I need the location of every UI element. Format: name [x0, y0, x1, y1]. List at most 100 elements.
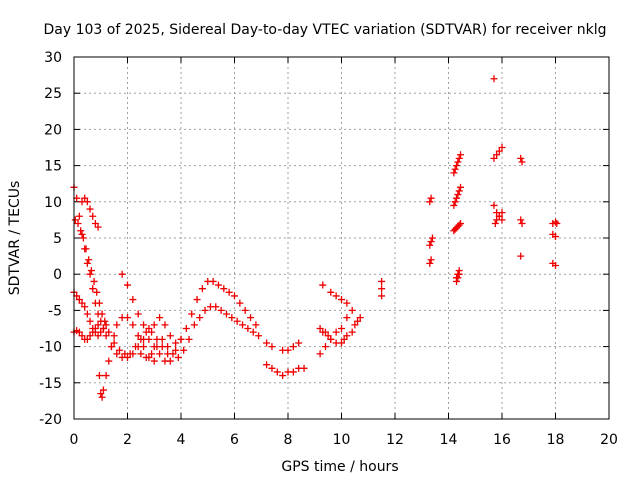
y-tick-label: 0: [53, 267, 62, 283]
data-point-early-drop-A: [172, 346, 180, 354]
data-point-early-drop-A: [86, 270, 94, 278]
x-tick-label: 0: [70, 432, 79, 448]
data-point-loop-and-dip: [124, 314, 131, 322]
data-point-loop-and-dip: [89, 212, 97, 220]
grid-lines: [73, 56, 610, 420]
y-tick-label: 20: [44, 122, 62, 138]
data-points: [70, 75, 561, 401]
data-point-hours-9-to-11: [324, 332, 332, 340]
data-point-arc-upper: [145, 325, 153, 332]
data-point-hours-13-to-14.5: [450, 169, 458, 177]
x-tick-label: 4: [177, 432, 186, 448]
data-point-hours-9-to-11: [332, 328, 340, 336]
data-point-arc-lower: [148, 350, 156, 358]
data-point-loop-and-dip: [98, 393, 106, 401]
data-point-negative-start: [99, 325, 107, 332]
data-point-hours-7-to-9: [279, 372, 287, 380]
data-point-arc-lower: [158, 335, 166, 343]
data-point-hours-15.5-to-18: [495, 147, 503, 155]
data-point-hours-13-to-14.5: [454, 274, 462, 282]
data-point-loop-and-dip: [83, 198, 91, 206]
data-point-hours-13-to-14.5: [426, 241, 434, 249]
data-point-arc-upper: [236, 299, 244, 307]
chart-title: Day 103 of 2025, Sidereal Day-to-day VTE…: [44, 22, 607, 38]
data-point-early-drop-A: [113, 350, 121, 358]
data-point-early-drop-A: [102, 332, 110, 340]
data-point-loop-and-dip: [134, 332, 142, 340]
data-point-hours-13-to-14.5: [455, 187, 463, 195]
data-point-hours-9-to-11: [356, 314, 364, 322]
data-point-hours-9-to-11: [340, 335, 348, 343]
x-axis-label: GPS time / hours: [281, 459, 398, 475]
data-point-hours-9-to-11: [348, 306, 356, 314]
y-tick-label: 15: [44, 159, 62, 175]
data-point-loop-and-dip: [113, 321, 121, 329]
data-point-hours-9-to-11: [338, 339, 345, 347]
data-point-arc-lower: [212, 303, 220, 311]
data-point-hours-15.5-to-18: [517, 216, 525, 224]
data-point-arc-upper: [241, 306, 249, 314]
data-point-arc-lower: [137, 350, 145, 358]
data-point-hours-9-to-11: [332, 292, 340, 300]
data-point-loop-and-dip: [81, 194, 89, 202]
data-point-early-drop-B: [105, 328, 113, 336]
data-point-hours-13-to-14.5: [451, 165, 459, 173]
x-axis-tick-labels: 0 2 4 6 8 10 12 14 16 18 20: [70, 432, 618, 448]
data-point-arc-lower: [222, 310, 230, 318]
data-point-hours-13-to-14.5: [428, 234, 436, 242]
data-point-hours-15.5-to-18: [498, 209, 506, 217]
data-point-hours-15.5-to-18: [518, 220, 526, 228]
data-point-negative-start: [94, 332, 102, 340]
data-point-negative-start: [75, 296, 83, 304]
data-point-hours-13-to-14.5: [427, 238, 435, 246]
y-axis-label: SDTVAR / TECUs: [7, 181, 23, 296]
data-point-hours-13-to-14.5: [457, 220, 465, 228]
data-point-arc-lower: [185, 335, 193, 343]
data-point-early-drop-B: [79, 234, 87, 242]
data-point-hours-7-to-9: [289, 343, 297, 351]
data-point-loop-and-dip: [86, 205, 94, 213]
data-point-arc-lower: [217, 306, 225, 314]
data-point-early-drop-B: [74, 220, 82, 228]
data-point-hours-7-to-9: [268, 364, 276, 372]
data-point-early-drop-B: [110, 339, 118, 347]
data-point-loop-and-dip: [107, 343, 115, 351]
data-point-hours-13-to-14.5: [454, 158, 462, 166]
data-point-arc-upper: [247, 314, 255, 322]
data-point-hours-9-to-11: [343, 332, 351, 340]
data-point-early-drop-B: [95, 299, 103, 307]
data-point-early-drop-B: [82, 245, 90, 253]
x-tick-label: 6: [230, 432, 239, 448]
data-point-negative-start: [78, 299, 86, 307]
y-tick-label: 30: [44, 50, 62, 66]
data-point-loop-and-dip: [129, 321, 137, 329]
data-point-early-drop-A: [83, 259, 91, 267]
x-tick-label: 16: [493, 432, 511, 448]
data-point-bottom-start: [86, 332, 94, 340]
y-axis-tick-labels: -20 -15 -10 -5 0 5 10 15 20 25 30: [39, 50, 62, 428]
y-tick-label: 5: [53, 231, 62, 247]
data-point-loop-and-dip: [95, 372, 103, 380]
data-point-hour-11.5: [378, 277, 386, 285]
data-point-early-drop-B: [98, 310, 106, 318]
data-point-arc-lower: [190, 321, 198, 329]
data-point-hours-13-to-14.5: [453, 277, 461, 285]
data-point-hours-9-to-11: [343, 299, 351, 307]
y-tick-label: 10: [44, 195, 62, 211]
data-point-early-drop-B: [93, 288, 101, 296]
data-point-hours-13-to-14.5: [451, 198, 459, 206]
data-point-hours-13-to-14.5: [455, 221, 463, 229]
data-point-arc-upper: [172, 339, 180, 347]
data-point-hours-7-to-9: [273, 368, 281, 376]
data-point-hours-15.5-to-18: [518, 158, 526, 166]
data-point-hours-9-to-11: [338, 325, 345, 332]
data-point-early-drop-B: [115, 346, 123, 354]
data-point-hours-13-to-14.5: [453, 162, 461, 170]
data-point-arc-upper: [231, 292, 238, 300]
data-point-hours-15.5-to-18: [491, 220, 499, 228]
data-point-arc-upper: [166, 332, 174, 340]
y-tick-label: 25: [44, 86, 62, 102]
data-point-negative-start: [81, 303, 89, 311]
data-point-early-drop-B: [148, 328, 156, 336]
data-point-hours-15.5-to-18: [552, 218, 559, 226]
